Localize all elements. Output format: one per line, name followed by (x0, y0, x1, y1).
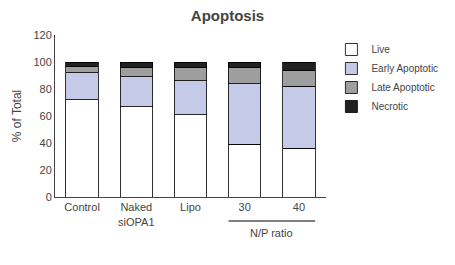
svg-text:Early Apoptotic: Early Apoptotic (371, 63, 438, 74)
svg-text:Live: Live (371, 44, 390, 55)
svg-text:120: 120 (33, 29, 51, 41)
svg-text:60: 60 (40, 110, 52, 122)
svg-text:100: 100 (33, 56, 51, 68)
svg-text:0: 0 (46, 191, 52, 203)
svg-text:Apoptosis: Apoptosis (191, 7, 264, 24)
svg-text:30: 30 (239, 201, 251, 213)
svg-text:NakedsiOPA1: NakedsiOPA1 (118, 201, 154, 227)
svg-text:40: 40 (40, 137, 52, 149)
svg-text:Control: Control (64, 201, 99, 213)
svg-text:80: 80 (40, 83, 52, 95)
svg-text:% of Total: % of Total (10, 90, 24, 142)
svg-text:20: 20 (40, 164, 52, 176)
svg-text:Late Apoptotic: Late Apoptotic (371, 82, 434, 93)
svg-text:40: 40 (293, 201, 305, 213)
svg-text:Lipo: Lipo (180, 201, 201, 213)
svg-text:Necrotic: Necrotic (371, 101, 408, 112)
svg-text:N/P ratio: N/P ratio (250, 227, 293, 239)
